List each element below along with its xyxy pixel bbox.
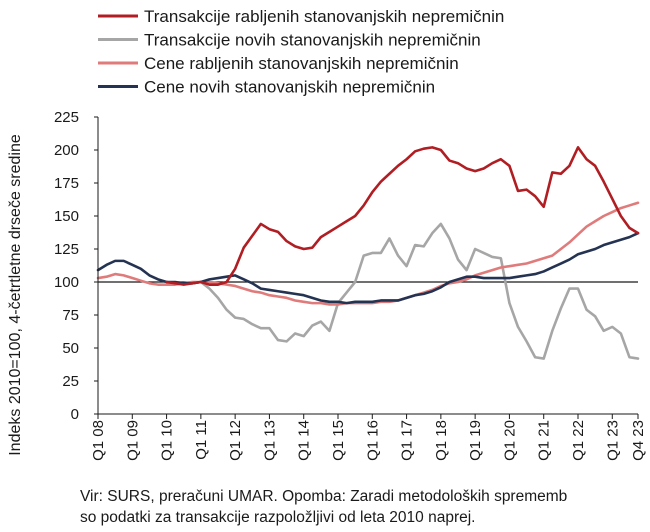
x-tick-label: Q1 09 bbox=[124, 420, 141, 461]
x-tick-label: Q1 11 bbox=[193, 420, 210, 460]
x-tick-label: Q1 15 bbox=[330, 420, 347, 461]
y-tick-label: 0 bbox=[71, 406, 79, 423]
x-tick-label: Q1 13 bbox=[261, 420, 278, 461]
y-tick-label: 25 bbox=[62, 373, 79, 390]
axes: 0 25 50 75 100 125 150 175 200 225 Q1 08 Q1 09 Q1 10… bbox=[54, 109, 647, 461]
x-tick-label: Q1 22 bbox=[570, 420, 587, 461]
x-tick-label: Q1 08 bbox=[90, 420, 107, 461]
y-tick-label: 200 bbox=[54, 142, 79, 159]
x-tick-label: Q4 23 bbox=[630, 420, 647, 461]
source-note-line-1: Vir: SURS, preračuni UMAR. Opomba: Zarad… bbox=[80, 488, 568, 505]
y-tick-label: 175 bbox=[54, 175, 79, 192]
series-line-1 bbox=[165, 146, 640, 286]
x-tick-label: Q1 14 bbox=[296, 420, 313, 461]
y-tick-label: 50 bbox=[62, 340, 79, 357]
y-tick-label: 150 bbox=[54, 208, 79, 225]
x-tick-label: Q1 12 bbox=[227, 420, 244, 461]
chart-legend: Transakcije rabljenih stanovanjskih nepr… bbox=[98, 7, 504, 97]
source-note-line-2: so podatki za transakcije razpoložljivi … bbox=[80, 509, 476, 526]
source-note: Vir: SURS, preračuni UMAR. Opomba: Zarad… bbox=[80, 486, 648, 528]
x-tick-label: Q1 23 bbox=[604, 420, 621, 461]
x-tick-label: Q1 20 bbox=[501, 420, 518, 461]
x-tick-label: Q1 10 bbox=[159, 420, 176, 461]
y-tick-label: 75 bbox=[62, 307, 79, 324]
series-line-4 bbox=[96, 231, 640, 305]
legend-label-1: Transakcije rabljenih stanovanjskih nepr… bbox=[144, 7, 504, 26]
x-tick-label: Q1 18 bbox=[433, 420, 450, 461]
series-layer bbox=[96, 146, 640, 360]
y-tick-label: 225 bbox=[54, 109, 79, 126]
legend-label-4: Cene novih stanovanjskih nepremičnin bbox=[144, 78, 435, 97]
x-tick-label: Q1 16 bbox=[364, 420, 381, 461]
series-line-2 bbox=[165, 222, 640, 360]
x-tick-label: Q1 21 bbox=[536, 420, 553, 461]
legend-label-3: Cene rabljenih stanovanjskih nepremičnin bbox=[144, 54, 459, 73]
legend-label-2: Transakcije novih stanovanjskih nepremič… bbox=[144, 31, 481, 50]
y-axis-label: Indeks 2010=100, 4-četrtletne drseče sre… bbox=[7, 134, 24, 456]
x-tick-label: Q1 19 bbox=[467, 420, 484, 461]
y-tick-label: 100 bbox=[54, 274, 79, 291]
x-tick-label: Q1 17 bbox=[399, 420, 416, 461]
y-tick-label: 125 bbox=[54, 241, 79, 258]
